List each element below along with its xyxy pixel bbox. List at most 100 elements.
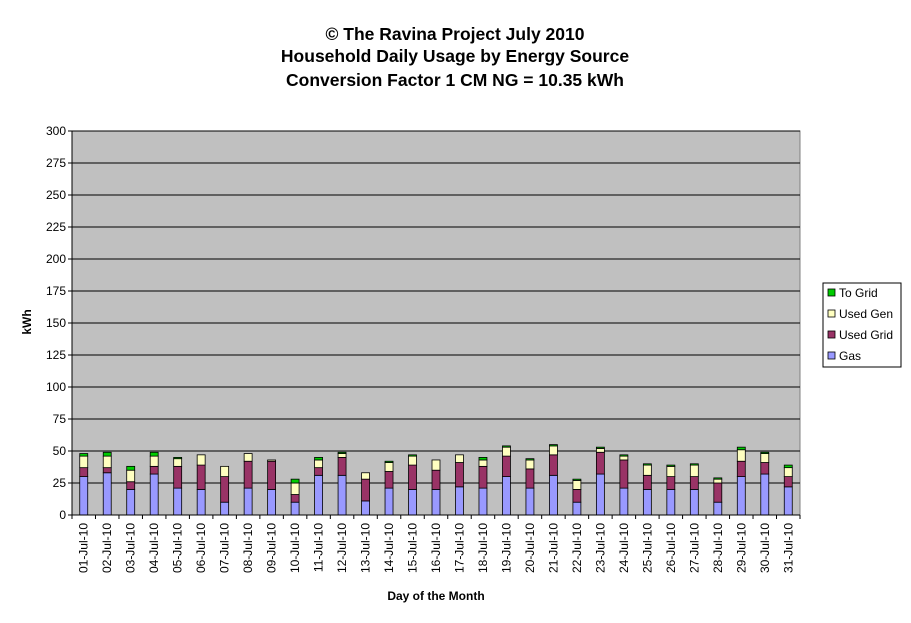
x-tick-label: 24-Jul-10 — [617, 523, 631, 573]
bar-used-gen — [267, 459, 277, 462]
y-axis-label: kWh — [20, 309, 34, 334]
bar-gas — [126, 488, 136, 516]
bar-used-grid — [525, 468, 535, 489]
chart-title-line-2: Household Daily Usage by Energy Source — [281, 46, 629, 66]
x-tick-label: 12-Jul-10 — [335, 523, 349, 573]
x-tick-label: 08-Jul-10 — [241, 523, 255, 573]
y-tick-label: 150 — [46, 316, 66, 330]
x-axis-label: Day of the Month — [387, 589, 484, 603]
bar-to-grid — [149, 451, 159, 457]
x-tick-label: 10-Jul-10 — [288, 523, 302, 573]
bar-used-grid — [783, 476, 793, 488]
bar-used-grid — [408, 464, 417, 490]
bar-used-grid — [126, 481, 136, 490]
bar-used-gen — [619, 455, 629, 461]
bar-used-grid — [220, 476, 230, 503]
bar-used-gen — [102, 455, 112, 469]
bar-gas — [689, 488, 699, 516]
bar-used-grid — [760, 462, 770, 475]
bar-used-grid — [267, 460, 277, 490]
bar-used-grid — [149, 465, 159, 475]
x-tick-label: 21-Jul-10 — [546, 523, 560, 573]
chart-title-line-1: © The Ravina Project July 2010 — [326, 24, 585, 44]
bar-used-gen — [666, 465, 676, 477]
legend-label: Used Grid — [839, 328, 893, 342]
bar-gas — [619, 487, 629, 516]
bar-used-grid — [502, 455, 511, 477]
bar-gas — [736, 476, 746, 516]
bar-gas — [502, 476, 511, 516]
bar-to-grid — [408, 454, 417, 457]
y-tick-label: 125 — [46, 348, 66, 362]
bar-gas — [431, 488, 441, 516]
y-axis: 0 25 50 75 100 125 150 175 200 225 250 275 300 — [46, 124, 800, 522]
x-tick-label: 30-Jul-10 — [758, 523, 772, 573]
bar-to-grid — [619, 454, 629, 457]
bar-used-gen — [689, 464, 699, 477]
chart-title-line-3: Conversion Factor 1 CM NG = 10.35 kWh — [286, 70, 624, 90]
legend-label: Gas — [839, 349, 861, 363]
bar-used-gen — [783, 467, 793, 478]
x-tick-label: 07-Jul-10 — [218, 523, 232, 573]
bar-used-grid — [79, 467, 89, 478]
bar-used-grid — [196, 464, 206, 490]
bar-to-grid — [666, 464, 676, 467]
bar-to-grid — [173, 456, 183, 460]
bar-used-grid — [361, 478, 370, 502]
x-tick-label: 27-Jul-10 — [687, 523, 701, 573]
bar-used-gen — [642, 464, 652, 476]
bar-used-grid — [666, 476, 676, 490]
bar-used-grid — [243, 460, 253, 489]
bar-to-grid — [102, 451, 112, 457]
bar-used-gen — [502, 446, 511, 457]
x-tick-label: 16-Jul-10 — [429, 523, 443, 573]
x-tick-label: 13-Jul-10 — [359, 523, 373, 573]
bar-to-grid — [337, 451, 347, 454]
bar-used-gen — [713, 478, 723, 484]
y-tick-label: 225 — [46, 220, 66, 234]
x-tick-label: 19-Jul-10 — [499, 523, 513, 573]
x-tick-label: 28-Jul-10 — [711, 523, 725, 573]
x-axis: 01-Jul-10 02-Jul-10 03-Jul-10 04-Jul-10 05-J… — [71, 515, 801, 573]
bar-to-grid — [290, 478, 300, 484]
bar-gas — [525, 487, 535, 516]
x-tick-label: 22-Jul-10 — [570, 523, 584, 573]
bar-gas — [642, 488, 652, 516]
bar-gas — [549, 474, 558, 516]
bar-used-grid — [572, 488, 582, 503]
x-tick-label: 26-Jul-10 — [664, 523, 678, 573]
bar-gas — [478, 487, 488, 516]
legend-label: To Grid — [839, 286, 878, 300]
bar-to-grid — [595, 446, 605, 449]
x-tick-label: 03-Jul-10 — [124, 523, 138, 573]
bar-gas — [760, 473, 770, 516]
bar-used-grid — [478, 465, 488, 489]
bar-to-grid — [549, 444, 558, 447]
bar-used-gen — [79, 455, 89, 469]
y-tick-label: 50 — [53, 444, 67, 458]
bar-used-gen — [736, 449, 746, 462]
y-tick-label: 200 — [46, 252, 66, 266]
legend-swatch — [827, 330, 836, 339]
bar-used-gen — [478, 459, 488, 467]
legend-box — [822, 282, 902, 368]
bar-used-gen — [196, 454, 206, 466]
bar-used-gen — [384, 462, 394, 472]
bar-used-gen — [149, 455, 159, 467]
bar-gas — [102, 472, 112, 516]
bar-gas — [220, 501, 230, 516]
bar-gas — [408, 488, 417, 516]
y-tick-label: 25 — [53, 476, 67, 490]
bar-to-grid — [760, 451, 770, 454]
bar-used-gen — [572, 480, 582, 490]
bar-to-grid — [384, 460, 394, 463]
legend: To Grid Used Gen Used Grid Gas — [822, 282, 902, 368]
bar-used-gen — [595, 448, 605, 453]
x-tick-label: 02-Jul-10 — [100, 523, 114, 573]
y-tick-label: 0 — [59, 508, 66, 522]
x-tick-label: 18-Jul-10 — [476, 523, 490, 573]
bar-used-gen — [220, 465, 230, 477]
bar-used-gen — [525, 459, 535, 470]
y-tick-label: 275 — [46, 156, 66, 170]
